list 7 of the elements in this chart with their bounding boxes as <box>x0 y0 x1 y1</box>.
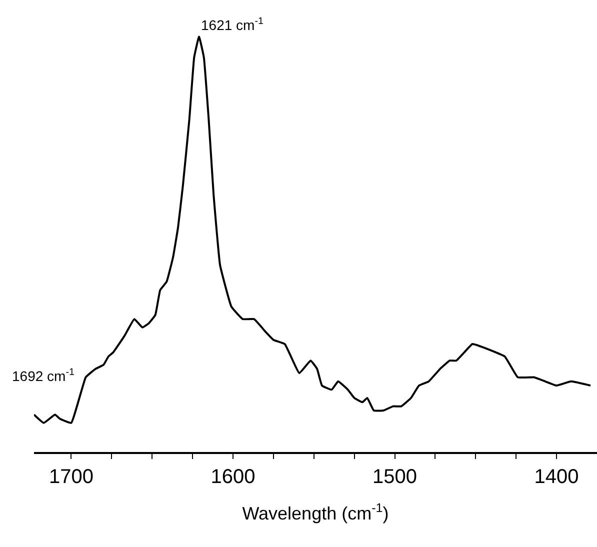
x-tick-label: 1600 <box>210 466 256 488</box>
x-axis-title: Wavelength (cm$^{-1}$) <box>242 501 389 524</box>
annotation: 1692 cm$^{-1}$ <box>12 367 74 384</box>
x-tick-label: 1400 <box>534 466 579 488</box>
x-tick-label: 1500 <box>372 466 418 488</box>
x-tick-label: 1700 <box>48 466 94 488</box>
annotation: 1621 cm$^{-1}$ <box>201 16 264 33</box>
